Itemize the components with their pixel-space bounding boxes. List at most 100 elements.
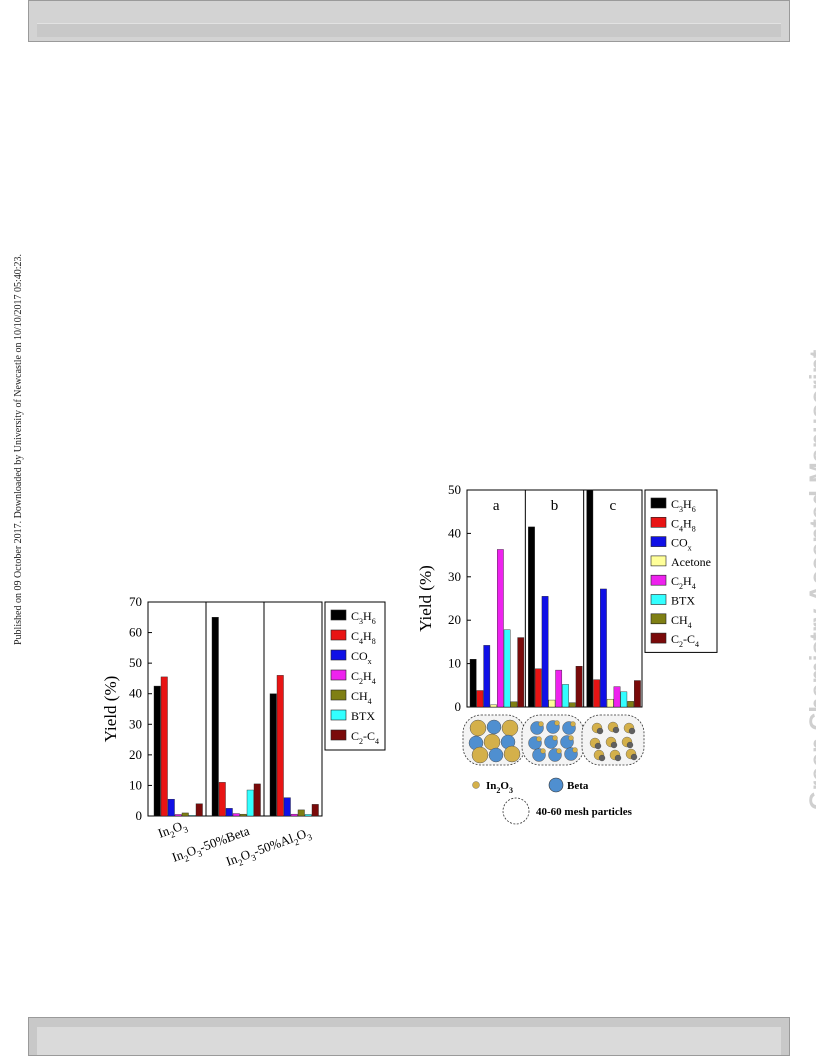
x-tick-label: In2O3 <box>156 817 190 844</box>
in2o3-legend-label: In2O3 <box>486 780 513 795</box>
plot-frame <box>147 601 323 817</box>
mixed-particle <box>630 753 638 761</box>
legend-label-BTX: BTX <box>671 594 695 608</box>
mesh-legend-icon <box>502 797 530 825</box>
bar-COx-In2O3 <box>167 798 175 817</box>
beta-cluster <box>488 747 504 763</box>
plot-frame <box>466 489 643 708</box>
y-axis-title: Yield (%) <box>416 565 435 632</box>
legend-label-C3H6: C3H6 <box>351 609 376 626</box>
bar-C4H8-a <box>476 690 484 708</box>
in2o3-cluster <box>501 719 519 737</box>
legend-swatch-BTX <box>330 709 347 721</box>
bar-BTX-In2O3-50%Al2O3 <box>304 814 312 817</box>
bar-C2H4-b <box>555 669 563 708</box>
in2o3-legend-icon <box>472 781 480 789</box>
mixed-particle <box>594 742 602 750</box>
y-tick-label: 60 <box>129 625 142 640</box>
legend-swatch-COx <box>650 536 667 547</box>
panel-label: c <box>609 498 616 514</box>
legend-box <box>644 489 718 653</box>
legend-label-C4H8: C4H8 <box>671 516 696 533</box>
bar-C4H8-In2O3 <box>160 676 168 817</box>
bar-CH4-In2O3-50%Beta <box>239 813 247 817</box>
bar-BTX-In2O3 <box>188 815 196 817</box>
bar-Acetone-a <box>490 704 497 708</box>
bar-C2-C4-In2O3-50%Beta <box>253 783 261 817</box>
panel-label: a <box>493 498 500 514</box>
legend-swatch-COx <box>330 649 347 661</box>
in2o3-cluster <box>483 733 501 751</box>
mixed-particle <box>614 754 622 762</box>
legend-swatch-C3H6 <box>330 609 347 621</box>
mixture-c-illustration <box>581 714 645 766</box>
legend-label-CH4: CH4 <box>671 613 692 630</box>
mixed-particle <box>626 741 634 749</box>
bar-CH4-In2O3 <box>181 812 189 817</box>
legend-swatch-C4H8 <box>650 516 667 528</box>
bar-C2H4-c <box>613 686 621 708</box>
bar-C2H4-In2O3-50%Al2O3 <box>290 813 298 817</box>
bar-Acetone-b <box>548 699 556 708</box>
journal-header-bar <box>28 0 790 42</box>
y-tick-label: 40 <box>448 525 461 540</box>
y-tick-label: 20 <box>448 612 461 627</box>
bar-C2-C4-a <box>517 637 525 708</box>
bar-COx-b <box>541 596 549 708</box>
in2o3-cluster <box>471 746 489 764</box>
beta-legend-icon <box>548 777 564 793</box>
mixed-particle <box>628 727 636 735</box>
bar-C2H4-In2O3-50%Beta <box>232 813 240 817</box>
mesh-legend-label: 40-60 mesh particles <box>536 806 633 818</box>
bar-C4H8-c <box>593 679 600 708</box>
in2o3-particle <box>554 720 560 726</box>
in2o3-particle <box>570 721 576 727</box>
y-tick-label: 0 <box>455 699 462 714</box>
legend-label-C4H8: C4H8 <box>351 629 376 646</box>
y-tick-label: 0 <box>136 808 143 823</box>
bar-COx-c <box>600 588 607 708</box>
y-tick-label: 40 <box>129 686 142 701</box>
legend-label-Acetone: Acetone <box>671 555 711 569</box>
legend-label-CH4: CH4 <box>351 689 372 706</box>
legend-swatch-C2H4 <box>650 574 667 586</box>
legend-label-C2-C4: C2-C4 <box>671 632 699 649</box>
legend-swatch-CH4 <box>650 613 667 625</box>
bar-CH4-a <box>510 701 518 708</box>
mixed-particle <box>598 754 606 762</box>
bar-C4H8-b <box>534 668 542 708</box>
legend-swatch-CH4 <box>330 689 347 701</box>
y-axis-title: Yield (%) <box>101 676 120 743</box>
legend-label-C3H6: C3H6 <box>671 497 696 514</box>
legend-label-C2-C4: C2-C4 <box>351 729 379 746</box>
bar-CH4-b <box>568 702 576 708</box>
y-tick-label: 20 <box>129 747 142 762</box>
chart-mixing-configurations: 0 10 20 30 40 50 Yield (%) C3H6 C4H8 COx Acetone C2… <box>416 482 718 714</box>
particle-mixing-illustration: In2O3 Beta 40-60 mesh particles <box>462 714 645 825</box>
bar-C3H6-In2O3-50%Al2O3 <box>269 693 277 817</box>
in2o3-particle <box>572 747 578 753</box>
bar-C3H6-c <box>586 489 594 708</box>
in2o3-particle <box>538 721 544 727</box>
bar-Acetone-c <box>606 698 614 708</box>
in2o3-particle <box>568 735 574 741</box>
bar-C2-C4-In2O3 <box>195 803 203 817</box>
in2o3-particle <box>552 735 558 741</box>
legend-swatch-BTX <box>650 594 667 605</box>
in2o3-particle <box>536 736 542 742</box>
mixed-particle <box>596 727 604 735</box>
y-tick-label: 50 <box>448 482 461 497</box>
in2o3-cluster <box>469 719 487 737</box>
legend-swatch-Acetone <box>650 555 667 567</box>
legend-label-C2H4: C2H4 <box>671 574 696 591</box>
bar-BTX-a <box>503 629 511 708</box>
in2o3-cluster <box>503 745 521 763</box>
bar-C4H8-In2O3-50%Al2O3 <box>276 675 284 817</box>
bar-C2-C4-In2O3-50%Al2O3 <box>311 804 319 817</box>
bar-C2-C4-c <box>634 680 641 708</box>
bar-COx-In2O3-50%Beta <box>225 808 233 817</box>
legend-swatch-C2H4 <box>330 669 347 681</box>
y-tick-label: 30 <box>448 569 461 584</box>
beta-legend-label: Beta <box>567 780 589 792</box>
legend-swatch-C2-C4 <box>330 729 347 741</box>
